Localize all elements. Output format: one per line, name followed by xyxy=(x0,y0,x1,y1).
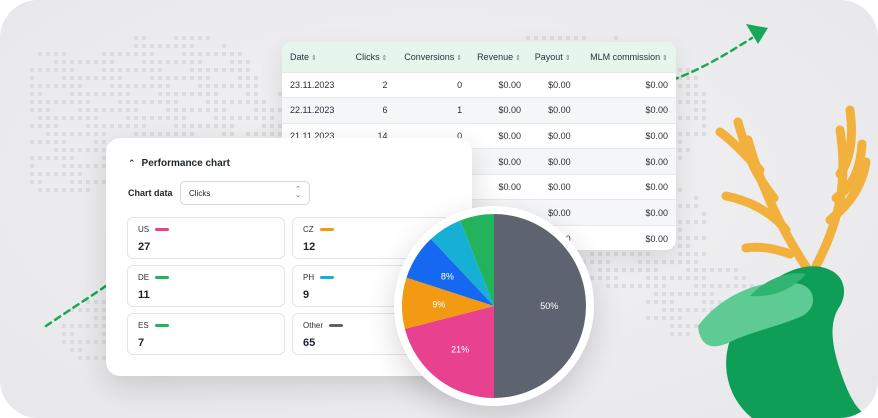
table-cell: $0.00 xyxy=(470,148,529,175)
table-cell: $0.00 xyxy=(470,71,529,98)
table-cell: $0.00 xyxy=(578,97,676,124)
table-cell: 23.11.2023 xyxy=(282,71,351,98)
table-cell: $0.00 xyxy=(528,148,579,175)
stat-country-code: Other xyxy=(303,321,324,330)
select-arrows-icon: ⌃ ⌄ xyxy=(295,186,301,199)
column-header-conversions[interactable]: Conversions ⇕ xyxy=(395,42,471,72)
stat-country-code: CZ xyxy=(303,225,314,234)
table-cell: $0.00 xyxy=(528,71,579,98)
stat-country-code: ES xyxy=(138,321,149,330)
chart-data-label: Chart data xyxy=(128,188,173,198)
table-cell: 2 xyxy=(350,71,396,98)
table-cell: $0.00 xyxy=(528,199,579,226)
arrow-head-icon xyxy=(746,24,768,44)
legend-swatch xyxy=(155,276,170,279)
legend-swatch xyxy=(154,324,169,327)
sort-icon[interactable]: ⇕ xyxy=(311,54,317,62)
stat-card-us: US 27 xyxy=(127,217,285,259)
pie-chart-svg: 50% 21% 9% 8% xyxy=(402,214,586,398)
column-header-label: Payout xyxy=(534,51,563,62)
table-cell: $0.00 xyxy=(528,173,579,200)
column-header-label: MLM commission xyxy=(590,51,661,62)
stat-card-de: DE 11 xyxy=(127,265,285,307)
column-header-payout[interactable]: Payout ⇕ xyxy=(528,42,579,72)
table-cell: $0.00 xyxy=(578,71,676,98)
pie-slice-label: 8% xyxy=(441,271,454,281)
sort-icon[interactable]: ⇕ xyxy=(381,54,388,62)
column-header-revenue[interactable]: Revenue ⇕ xyxy=(470,42,529,72)
sort-icon[interactable]: ⇕ xyxy=(456,54,463,62)
sort-icon[interactable]: ⇕ xyxy=(662,54,668,62)
stat-country-code: US xyxy=(138,225,150,234)
stat-value: 11 xyxy=(138,289,150,301)
stat-value: 27 xyxy=(138,241,151,253)
pie-slice xyxy=(431,220,494,306)
legend-swatch xyxy=(319,228,334,231)
stat-country-code: DE xyxy=(138,273,150,282)
sort-icon[interactable]: ⇕ xyxy=(564,54,571,62)
pie-chart: 50% 21% 9% 8% xyxy=(394,206,594,406)
legend-swatch xyxy=(329,324,344,327)
stat-value: 9 xyxy=(303,289,310,301)
table-cell: 6 xyxy=(350,97,396,124)
table-cell: 0 xyxy=(395,71,471,98)
stat-card-es: ES 7 xyxy=(127,313,285,355)
column-header-label: Date xyxy=(290,51,310,62)
stat-country-code: PH xyxy=(303,273,315,282)
sort-icon[interactable]: ⇕ xyxy=(515,54,521,62)
pie-slice xyxy=(404,306,494,398)
column-header-label: Conversions xyxy=(404,51,455,62)
legend-swatch xyxy=(320,276,335,279)
column-header-label: Clicks xyxy=(355,51,380,62)
chevron-up-icon[interactable]: ⌃ xyxy=(128,158,136,168)
performance-chart-header[interactable]: ⌃ Performance chart xyxy=(128,158,230,169)
table-cell: $0.00 xyxy=(528,122,579,149)
pie-slice xyxy=(402,277,494,329)
pie-slice xyxy=(494,214,586,398)
pie-slice-label: 21% xyxy=(451,345,469,355)
table-cell: $0.00 xyxy=(470,122,529,149)
table-cell: $0.00 xyxy=(578,225,676,250)
column-header-label: Revenue xyxy=(477,51,514,62)
table-cell: $0.00 xyxy=(578,148,676,175)
column-header-clicks[interactable]: Clicks ⇕ xyxy=(350,42,396,72)
performance-chart-title: Performance chart xyxy=(141,158,230,169)
table-cell: $0.00 xyxy=(470,173,529,200)
stat-value: 7 xyxy=(138,337,145,349)
pie-slice xyxy=(406,238,494,306)
table-row: 23.11.2023 2 0 $0.00 $0.00 $0.00 xyxy=(282,71,676,98)
column-header-date[interactable]: Date ⇕ xyxy=(282,42,351,72)
pie-slice xyxy=(460,214,494,306)
table-cell: $0.00 xyxy=(470,97,529,124)
chart-data-select[interactable]: Clicks ⌃ ⌄ xyxy=(180,181,310,205)
table-cell: 22.11.2023 xyxy=(282,97,351,124)
table-cell: $0.00 xyxy=(528,97,579,124)
table-cell: $0.00 xyxy=(578,122,676,149)
stat-value: 65 xyxy=(303,337,316,349)
table-row: 22.11.2023 6 1 $0.00 $0.00 $0.00 xyxy=(282,97,676,124)
reindeer-mascot xyxy=(698,105,878,418)
legend-swatch xyxy=(155,228,170,231)
table-cell: $0.00 xyxy=(578,199,676,226)
table-cell: $0.00 xyxy=(578,173,676,200)
column-header-mlm-commission[interactable]: MLM commission ⇕ xyxy=(578,42,676,72)
stat-value: 12 xyxy=(303,241,316,253)
pie-slice-label: 50% xyxy=(540,301,558,311)
chart-data-selected-value: Clicks xyxy=(189,189,211,198)
table-cell: 1 xyxy=(395,97,471,124)
pie-slice-label: 9% xyxy=(432,299,445,309)
